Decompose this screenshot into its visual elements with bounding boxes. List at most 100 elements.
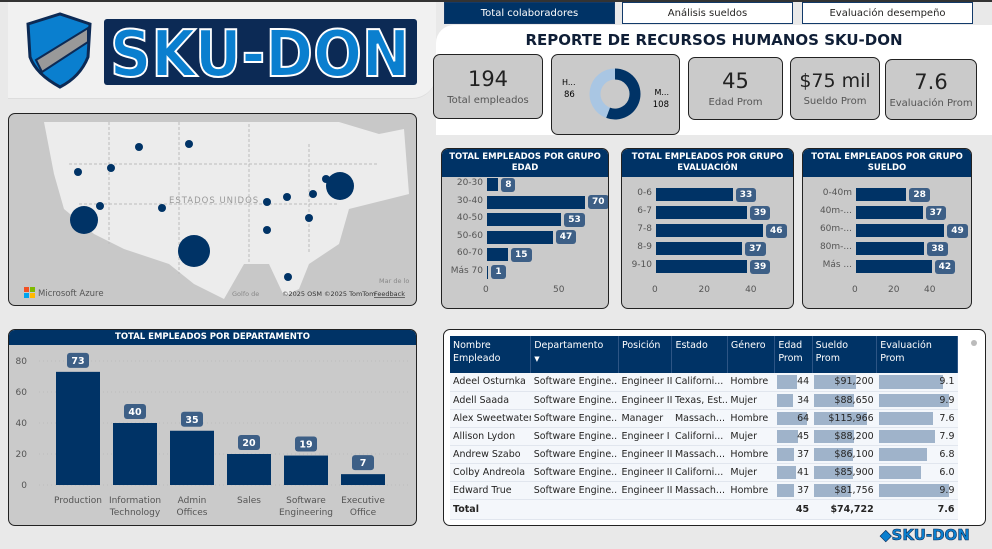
cell: Software Engine... [530,445,619,464]
data-bar [878,429,935,443]
cell: Californi... [671,373,728,392]
column-header[interactable]: Posición [618,336,673,373]
bar-value-label: 38 [927,241,948,256]
bar-value-badge [67,352,89,368]
y-tick: 40 [16,419,28,429]
chart-title: TOTAL EMPLEADOS POR GRUPO EVALUACIÓN [622,149,793,177]
column-header[interactable]: Estado [671,336,728,373]
bar[interactable] [487,195,585,209]
map-bubble[interactable] [305,214,313,222]
kpi-value: 45 [722,69,749,93]
bar[interactable] [487,248,508,261]
bar[interactable] [487,178,499,191]
cell: Alex Sweetwater [450,409,531,428]
bar[interactable] [170,430,214,485]
bar[interactable] [656,242,743,255]
bar-label: 60-70 [456,248,483,258]
bar[interactable] [856,188,907,201]
bar[interactable] [656,224,764,237]
us-map[interactable]: ESTADOS UNIDOS Microsoft Azure Golfo de … [8,113,417,306]
kpi-value: $75 mil [799,70,871,92]
gender-donut-card: H... 86 M... 108 [551,54,680,135]
bar[interactable] [341,474,385,485]
donut-value: 108 [653,100,669,110]
tab-total-colaboradores[interactable]: Total colaboradores [444,2,615,24]
cell: $86,100 [812,445,877,464]
cell: Software Engine... [530,409,619,428]
data-bar [776,429,798,443]
map-bubble[interactable] [178,235,210,267]
cell: Adeel Osturnka [450,373,531,392]
column-header[interactable]: Edad Prom [774,336,813,373]
table-row[interactable]: Colby Andreola Software Engine... Engineer… [450,463,958,482]
map-bubble[interactable] [74,168,82,176]
footer-logo: ◆SKU-DON [880,526,970,545]
kpi-evaluacion-prom: 7.6 Evaluación Prom [885,59,977,120]
bar-label: 30-40 [456,195,483,206]
tab-analisis-sueldos[interactable]: Análisis sueldos [622,2,793,24]
map-bubble[interactable] [107,164,115,172]
map-bubble[interactable] [135,143,143,151]
bar[interactable] [656,260,747,273]
map-bubble[interactable] [158,204,166,212]
bar-label: 0-6 [637,188,652,198]
table-row[interactable]: Adeel Osturnka Software Engine... Engineer… [450,373,958,392]
cell: Engineer II [618,445,672,464]
map-feedback-link[interactable]: Feedback [374,290,405,298]
bar[interactable] [284,455,328,485]
sort-desc-icon[interactable]: ▼ [534,355,540,363]
table-row[interactable]: Edward True Software Engine... Engineer II… [450,481,958,500]
donut-slice-0[interactable] [589,68,616,118]
data-bar [776,375,798,389]
bar-label: 20-30 [456,178,483,188]
bar[interactable] [856,242,925,255]
cell: 6.0 [876,463,958,482]
cell: 37 [774,445,813,464]
map-bubble[interactable] [263,198,271,206]
tab-evaluacion-desempeno[interactable]: Evaluación desempeño [802,2,973,24]
top-border [0,0,992,2]
bar[interactable] [487,265,489,279]
map-bubble[interactable] [96,202,104,210]
map-canvas: ESTADOS UNIDOS Microsoft Azure Golfo de … [24,122,409,299]
bar[interactable] [227,454,271,485]
cell: Massach... [671,481,728,500]
bar[interactable] [656,206,747,219]
table-row[interactable]: Andrew Szabo Software Engine... Engineer I… [450,445,958,464]
scrollbar[interactable] [971,340,977,346]
table-row[interactable]: Adell Saada Software Engine... Engineer II… [450,391,958,410]
column-header[interactable]: Departamento ▼ [530,336,619,373]
map-bubble[interactable] [283,193,291,201]
map-bubble[interactable] [326,172,354,200]
map-bubble[interactable] [263,226,271,234]
bar[interactable] [113,423,157,485]
cell: 45 [774,427,813,446]
column-header[interactable]: Nombre Empleado [450,336,532,373]
map-bubble[interactable] [309,190,317,198]
bar-value-label: 8 [501,177,516,192]
x-tick: 0 [483,285,489,295]
table-row[interactable]: Allison Lydon Software Engine... Engineer … [450,427,958,446]
map-bubble[interactable] [185,140,193,148]
map-bubble[interactable] [284,273,292,281]
column-header[interactable]: Evaluación Prom [876,336,958,373]
bar[interactable] [487,230,553,244]
bar[interactable] [487,213,562,226]
bar[interactable] [856,206,923,219]
kpi-edad-prom: 45 Edad Prom [688,57,783,120]
page-title: REPORTE DE RECURSOS HUMANOS SKU-DON [525,31,903,49]
column-header[interactable]: Sueldo Prom [812,336,878,373]
bar[interactable] [656,188,733,201]
bar-value-label: 49 [947,223,968,238]
cell: Engineer II [618,481,672,500]
bar[interactable] [856,224,945,237]
bar[interactable] [56,371,100,485]
column-header[interactable]: Género [727,336,776,373]
map-bubble[interactable] [70,206,98,234]
bar-value-label: 39 [749,259,771,274]
table-row[interactable]: Alex Sweetwater Software Engine... Manager… [450,409,958,428]
bar[interactable] [856,260,932,273]
x-tick: 0 [652,285,658,295]
donut-slice-1[interactable] [606,68,641,120]
x-tick: Technology [109,508,161,518]
